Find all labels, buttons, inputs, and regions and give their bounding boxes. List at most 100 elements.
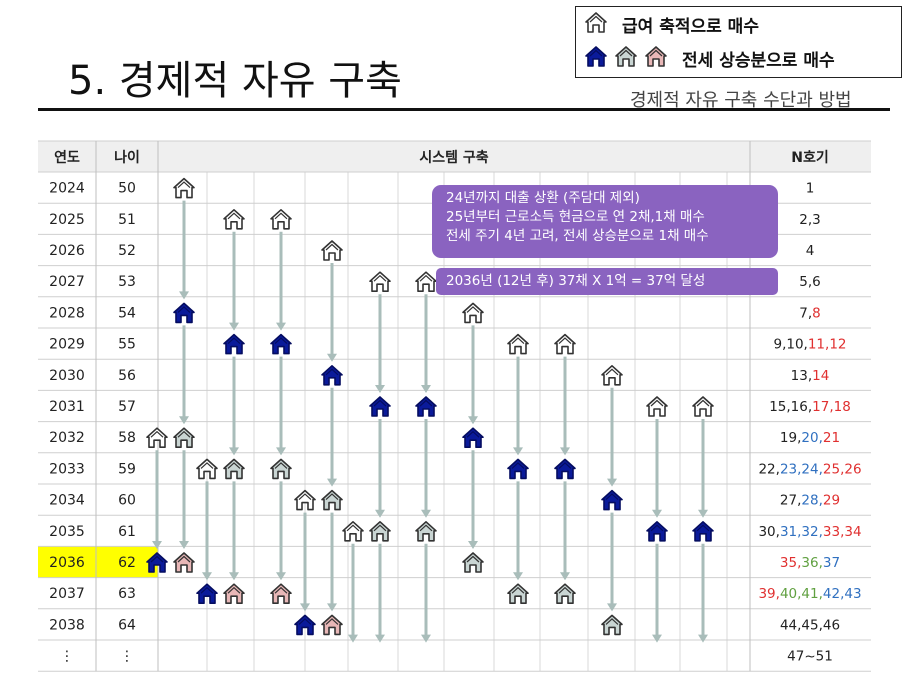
outline-house-icon <box>692 396 714 417</box>
down-arrow <box>607 387 617 487</box>
down-arrow <box>327 512 337 612</box>
age-cell: 57 <box>118 399 136 415</box>
unit-number: 4 <box>806 243 815 259</box>
unit-number: 25,26 <box>823 461 862 477</box>
gray-house-icon <box>615 46 637 67</box>
unit-number: 14 <box>812 368 829 384</box>
year-cell: 2029 <box>49 337 85 353</box>
age-cell: 62 <box>118 555 136 571</box>
down-arrow <box>179 325 189 425</box>
year-cell: 2031 <box>49 399 85 415</box>
down-arrow <box>375 543 385 643</box>
age-cell: 59 <box>118 461 136 477</box>
navy-house-icon <box>692 520 714 542</box>
house-icons-trio <box>582 42 674 74</box>
down-arrow <box>152 450 162 549</box>
unit-number: 5,6 <box>799 274 820 290</box>
navy-house-icon <box>601 489 623 511</box>
age-cell: 51 <box>118 212 136 228</box>
gray-house-icon <box>223 458 245 480</box>
age-cell: 60 <box>118 493 136 509</box>
highlight-cell <box>38 546 158 578</box>
pink-house-icon <box>223 583 245 605</box>
navy-house-icon <box>554 458 576 480</box>
callout-plan-line2: 25년부터 근로소득 현금으로 연 2채,1채 매수 <box>446 209 705 225</box>
navy-house-icon <box>196 583 218 605</box>
outline-house-icon <box>146 427 168 449</box>
age-cell: 52 <box>118 243 136 259</box>
navy-house-icon <box>585 46 607 67</box>
year-cell: 2028 <box>49 305 85 321</box>
down-arrow <box>698 543 708 643</box>
outline-house-icon <box>196 458 218 480</box>
header-age: 나이 <box>114 149 140 166</box>
outline-house-icon <box>294 489 316 511</box>
year-cell: 2037 <box>49 586 85 602</box>
outline-house-icon <box>507 333 529 355</box>
unit-cell: 15,16,17,18 <box>769 399 851 415</box>
unit-number: 1 <box>806 181 815 197</box>
year-cell: 2024 <box>49 181 85 197</box>
legend-row-jeonse: 전세 상승분으로 매수 <box>582 43 835 73</box>
navy-house-icon <box>223 333 245 355</box>
header-system: 시스템 구축 <box>419 149 488 166</box>
gray-house-icon <box>270 458 292 480</box>
gray-house-icon <box>507 583 529 605</box>
gray-house-icon <box>415 520 437 542</box>
unit-number: 30, <box>758 524 779 540</box>
unit-cell: 9,10,11,12 <box>773 337 846 353</box>
age-cell: 53 <box>118 274 136 290</box>
legend-salary-label: 급여 축적으로 매수 <box>622 16 759 37</box>
pink-house-icon <box>321 614 343 636</box>
age-cell: 58 <box>118 430 136 446</box>
callout-plan: 24년까지 대출 상환 (주담대 제외) 25년부터 근로소득 현금으로 연 2… <box>432 185 778 258</box>
unit-number: 19, <box>780 430 801 446</box>
legend-jeonse-label: 전세 상승분으로 매수 <box>682 50 835 71</box>
unit-number: 31,32, <box>780 524 823 540</box>
unit-number: 20, <box>801 430 822 446</box>
down-arrow <box>327 263 337 362</box>
header-unit: N호기 <box>791 150 828 166</box>
navy-house-icon <box>321 364 343 386</box>
down-arrow <box>276 231 286 331</box>
down-arrow <box>652 419 662 518</box>
unit-number: 11,12 <box>808 337 847 353</box>
navy-house-icon <box>294 614 316 636</box>
down-arrow <box>468 450 478 549</box>
pink-house-icon <box>173 552 195 573</box>
unit-number: 28, <box>801 493 822 509</box>
table-header-bg <box>38 141 871 172</box>
gray-house-icon <box>462 552 484 573</box>
unit-number: 36, <box>801 555 822 571</box>
down-arrow <box>276 481 286 581</box>
down-arrow <box>468 325 478 425</box>
navy-house-icon <box>270 333 292 355</box>
gray-house-icon <box>321 489 343 511</box>
down-arrow <box>607 512 617 612</box>
unit-cell: 35,36,37 <box>780 555 840 571</box>
unit-cell: 19,20,21 <box>780 430 840 446</box>
year-cell: 2026 <box>49 243 85 259</box>
down-arrow <box>348 543 358 643</box>
down-arrow <box>652 543 662 643</box>
navy-house-icon <box>146 552 168 573</box>
down-arrow <box>375 419 385 518</box>
year-cell: 2033 <box>49 461 85 477</box>
year-cell: 2025 <box>49 212 85 228</box>
outline-house-icon <box>173 177 195 199</box>
unit-cell: 7,8 <box>799 305 820 321</box>
unit-cell: 2,3 <box>799 212 820 228</box>
down-arrow <box>513 481 523 581</box>
down-arrow <box>179 450 189 549</box>
unit-number: 39, <box>758 586 779 602</box>
callout-plan-line3: 전세 주기 4년 고려, 전세 상승분으로 1채 매수 <box>446 228 709 244</box>
outline-house-icon <box>585 12 607 33</box>
outline-house-icon <box>369 271 391 293</box>
outline-house-icon <box>462 302 484 324</box>
unit-number: 15,16, <box>769 399 812 415</box>
age-cell: 50 <box>118 181 136 197</box>
unit-cell: 44,45,46 <box>780 617 840 633</box>
unit-number: 2,3 <box>799 212 820 228</box>
year-cell: 2027 <box>49 274 85 290</box>
down-arrow <box>698 419 708 518</box>
